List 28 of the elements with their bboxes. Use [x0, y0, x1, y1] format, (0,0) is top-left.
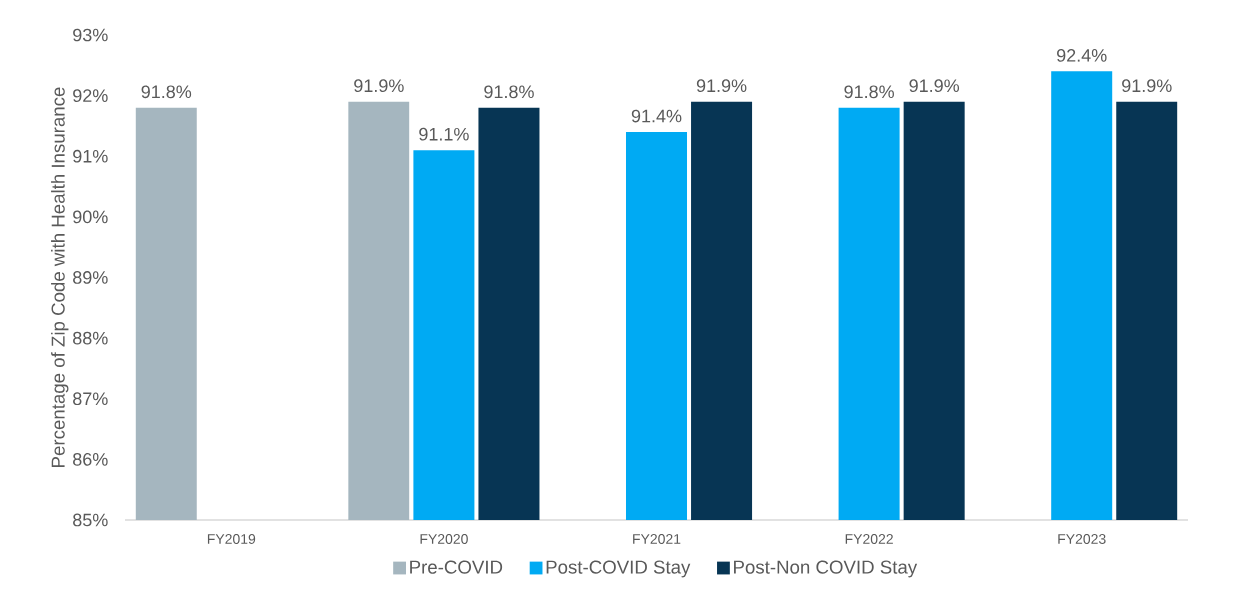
y-tick-label: 90% — [73, 210, 108, 224]
x-tick-label: FY2022 — [845, 534, 893, 544]
x-tick-label: FY2023 — [1058, 534, 1106, 544]
data-label: 91.9% — [696, 79, 747, 93]
data-label: 91.1% — [419, 127, 469, 141]
data-label: 91.9% — [909, 79, 960, 93]
data-label: 92.4% — [1057, 49, 1107, 62]
x-tick-label: FY2021 — [633, 534, 681, 544]
y-tick-label: 85% — [73, 513, 108, 527]
data-label: 91.8% — [844, 85, 894, 99]
data-label: 91.8% — [141, 85, 192, 99]
x-tick-label: FY2020 — [420, 534, 468, 544]
y-tick-label: 92% — [73, 89, 108, 102]
x-tick-label: FY2019 — [207, 534, 256, 544]
y-tick-label: 88% — [73, 331, 108, 345]
y-tick-label: 86% — [73, 452, 108, 466]
legend-label: Post-COVID Stay — [546, 560, 691, 578]
legend-label: Pre-COVID — [410, 560, 503, 574]
data-label: 91.8% — [484, 85, 534, 99]
data-label: 91.9% — [1122, 79, 1172, 93]
data-label: 91.9% — [354, 79, 404, 93]
legend-label: Post-Non COVID Stay — [734, 560, 918, 578]
y-tick-label: 93% — [73, 28, 108, 42]
y-tick-label: 91% — [73, 149, 108, 163]
data-label: 91.4% — [631, 109, 682, 123]
y-axis-title: Percentage of Zip Code with Health Insurance — [51, 87, 69, 467]
y-tick-label: 89% — [73, 271, 108, 284]
y-tick-label: 87% — [73, 392, 108, 406]
